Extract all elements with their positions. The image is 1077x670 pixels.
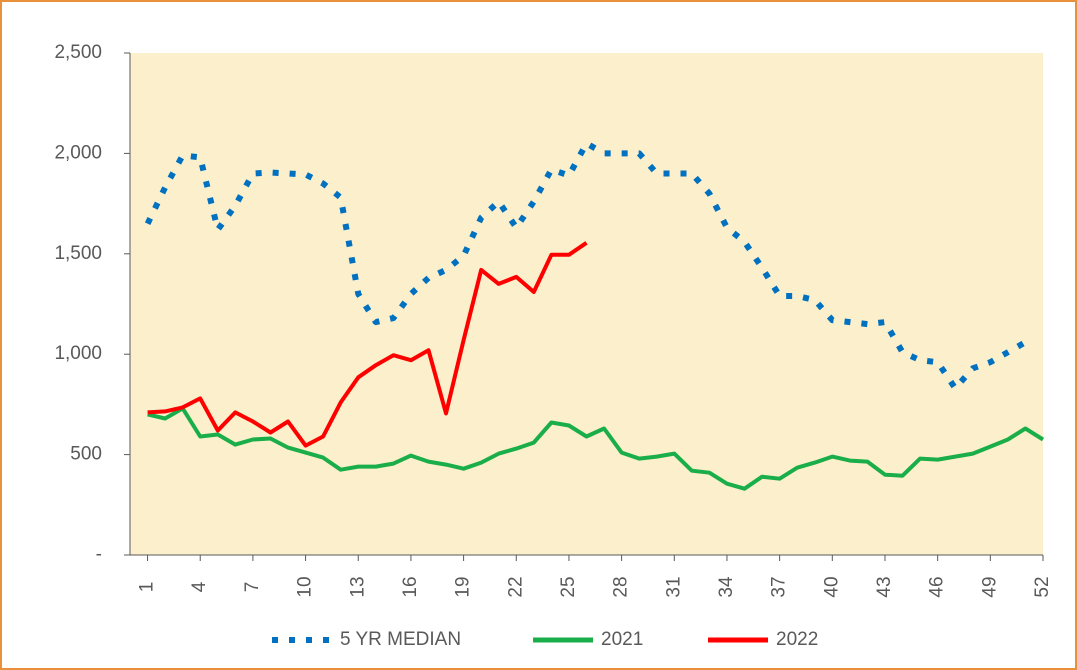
- legend-label: 5 YR MEDIAN: [340, 629, 461, 650]
- x-tick-label: 13: [347, 576, 368, 597]
- data-line: [147, 406, 1045, 491]
- y-tick-label: 500: [70, 444, 102, 465]
- data-line: [147, 241, 588, 448]
- x-tick-label: 25: [558, 576, 579, 597]
- data-line: [144, 140, 1027, 392]
- x-tick-label: 19: [453, 576, 474, 597]
- y-tick-label: 2,500: [54, 42, 102, 63]
- y-tick-label: -: [96, 544, 102, 565]
- x-tick-label: 46: [927, 576, 948, 597]
- y-tick-label: 1,500: [54, 243, 102, 264]
- x-tick-label: 43: [874, 576, 895, 597]
- x-tick-label: 4: [189, 581, 210, 592]
- x-tick-label: 28: [611, 576, 632, 597]
- plot-area: [130, 53, 1043, 555]
- x-tick-label: 1: [137, 582, 158, 593]
- x-tick-label: 40: [821, 576, 842, 597]
- x-tick-label: 31: [663, 576, 684, 597]
- x-tick-label: 52: [1032, 576, 1053, 597]
- x-tick-label: 37: [769, 576, 790, 597]
- x-tick-label: 16: [400, 576, 421, 597]
- y-tick-label: 1,000: [54, 343, 102, 364]
- legend-label: 2021: [601, 629, 643, 650]
- y-tick-label: 2,000: [54, 142, 102, 163]
- x-tick-label: 10: [295, 576, 316, 597]
- x-tick-label: 22: [505, 576, 526, 597]
- x-tick-label: 7: [242, 582, 263, 593]
- x-tick-label: 34: [716, 576, 737, 598]
- x-tick-label: 49: [979, 576, 1000, 597]
- legend-label: 2022: [776, 629, 818, 650]
